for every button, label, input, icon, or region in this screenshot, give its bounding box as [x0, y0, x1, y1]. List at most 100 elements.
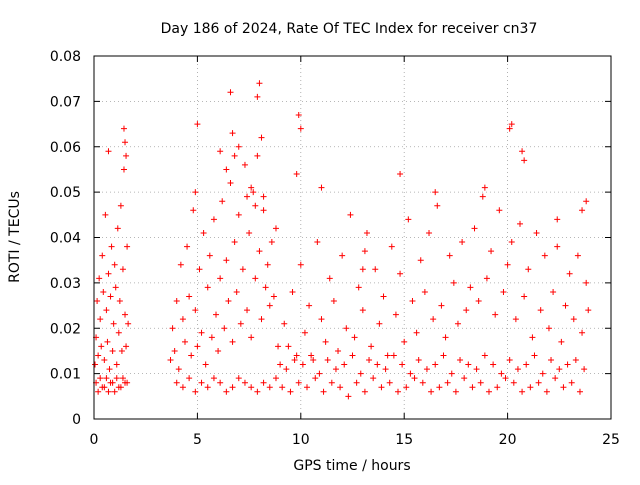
- data-point: [359, 266, 366, 273]
- data-point: [99, 384, 106, 391]
- data-point: [194, 343, 201, 350]
- data-point: [204, 284, 211, 291]
- data-point: [192, 388, 199, 395]
- data-point: [415, 357, 422, 364]
- data-point: [370, 375, 377, 382]
- data-point: [407, 370, 414, 377]
- data-point: [107, 379, 114, 386]
- y-tick-label: 0.03: [50, 276, 81, 292]
- data-point: [448, 370, 455, 377]
- data-point: [428, 388, 435, 395]
- data-point: [527, 384, 534, 391]
- data-point: [579, 329, 586, 336]
- data-point: [217, 379, 224, 386]
- data-point: [225, 298, 232, 305]
- data-point: [450, 279, 457, 286]
- data-point: [471, 225, 478, 232]
- data-point: [114, 225, 121, 232]
- data-point: [248, 184, 255, 191]
- data-point: [572, 357, 579, 364]
- data-marks: [92, 80, 592, 400]
- data-point: [270, 293, 277, 300]
- data-point: [363, 229, 370, 236]
- data-point: [107, 293, 114, 300]
- data-point: [461, 375, 468, 382]
- data-point: [198, 329, 205, 336]
- data-point: [184, 243, 191, 250]
- y-tick-label: 0.06: [50, 140, 81, 156]
- data-point: [217, 148, 224, 155]
- data-point: [241, 379, 248, 386]
- data-point: [519, 388, 526, 395]
- data-point: [337, 384, 344, 391]
- data-point: [529, 334, 536, 341]
- data-point: [583, 198, 590, 205]
- data-point: [204, 384, 211, 391]
- data-point: [260, 193, 267, 200]
- data-point: [432, 361, 439, 368]
- x-tick-label: 15: [395, 432, 413, 448]
- data-point: [343, 325, 350, 332]
- data-point: [401, 338, 408, 345]
- data-point: [105, 388, 112, 395]
- data-point: [272, 225, 279, 232]
- data-point: [268, 239, 275, 246]
- data-point: [102, 211, 109, 218]
- data-point: [475, 298, 482, 305]
- data-point: [326, 275, 333, 282]
- data-point: [510, 379, 517, 386]
- data-point: [293, 170, 300, 177]
- data-point: [95, 388, 102, 395]
- data-point: [554, 243, 561, 250]
- data-point: [436, 384, 443, 391]
- data-point: [562, 302, 569, 309]
- data-point: [103, 307, 110, 314]
- data-point: [357, 370, 364, 377]
- data-point: [386, 379, 393, 386]
- x-tick-label: 25: [602, 432, 620, 448]
- data-point: [492, 311, 499, 318]
- data-point: [97, 316, 104, 323]
- data-point: [405, 216, 412, 223]
- data-point: [244, 193, 251, 200]
- data-point: [299, 361, 306, 368]
- data-point: [488, 248, 495, 255]
- data-point: [494, 384, 501, 391]
- data-point: [543, 388, 550, 395]
- data-point: [419, 379, 426, 386]
- data-point: [519, 148, 526, 155]
- data-point: [423, 366, 430, 373]
- data-point: [297, 261, 304, 268]
- data-point: [361, 388, 368, 395]
- data-point: [564, 361, 571, 368]
- data-point: [304, 384, 311, 391]
- data-point: [258, 134, 265, 141]
- data-point: [585, 307, 592, 314]
- data-point: [301, 329, 308, 336]
- data-point: [537, 307, 544, 314]
- data-point: [223, 257, 230, 264]
- x-tick-label: 0: [90, 432, 99, 448]
- data-point: [328, 379, 335, 386]
- data-point: [310, 357, 317, 364]
- data-point: [241, 161, 248, 168]
- data-point: [229, 130, 236, 137]
- data-point: [525, 266, 532, 273]
- data-point: [521, 293, 528, 300]
- data-point: [293, 352, 300, 359]
- data-point: [256, 248, 263, 255]
- data-point: [426, 229, 433, 236]
- data-point: [446, 252, 453, 259]
- data-point: [508, 121, 515, 128]
- data-point: [115, 329, 122, 336]
- data-point: [96, 275, 103, 282]
- data-point: [254, 388, 261, 395]
- data-point: [99, 252, 106, 259]
- data-point: [463, 307, 470, 314]
- data-point: [200, 229, 207, 236]
- chart-title: Day 186 of 2024, Rate Of TEC Index for r…: [161, 21, 538, 37]
- y-tick-label: 0.04: [50, 231, 81, 247]
- data-point: [120, 125, 127, 132]
- data-point: [252, 275, 259, 282]
